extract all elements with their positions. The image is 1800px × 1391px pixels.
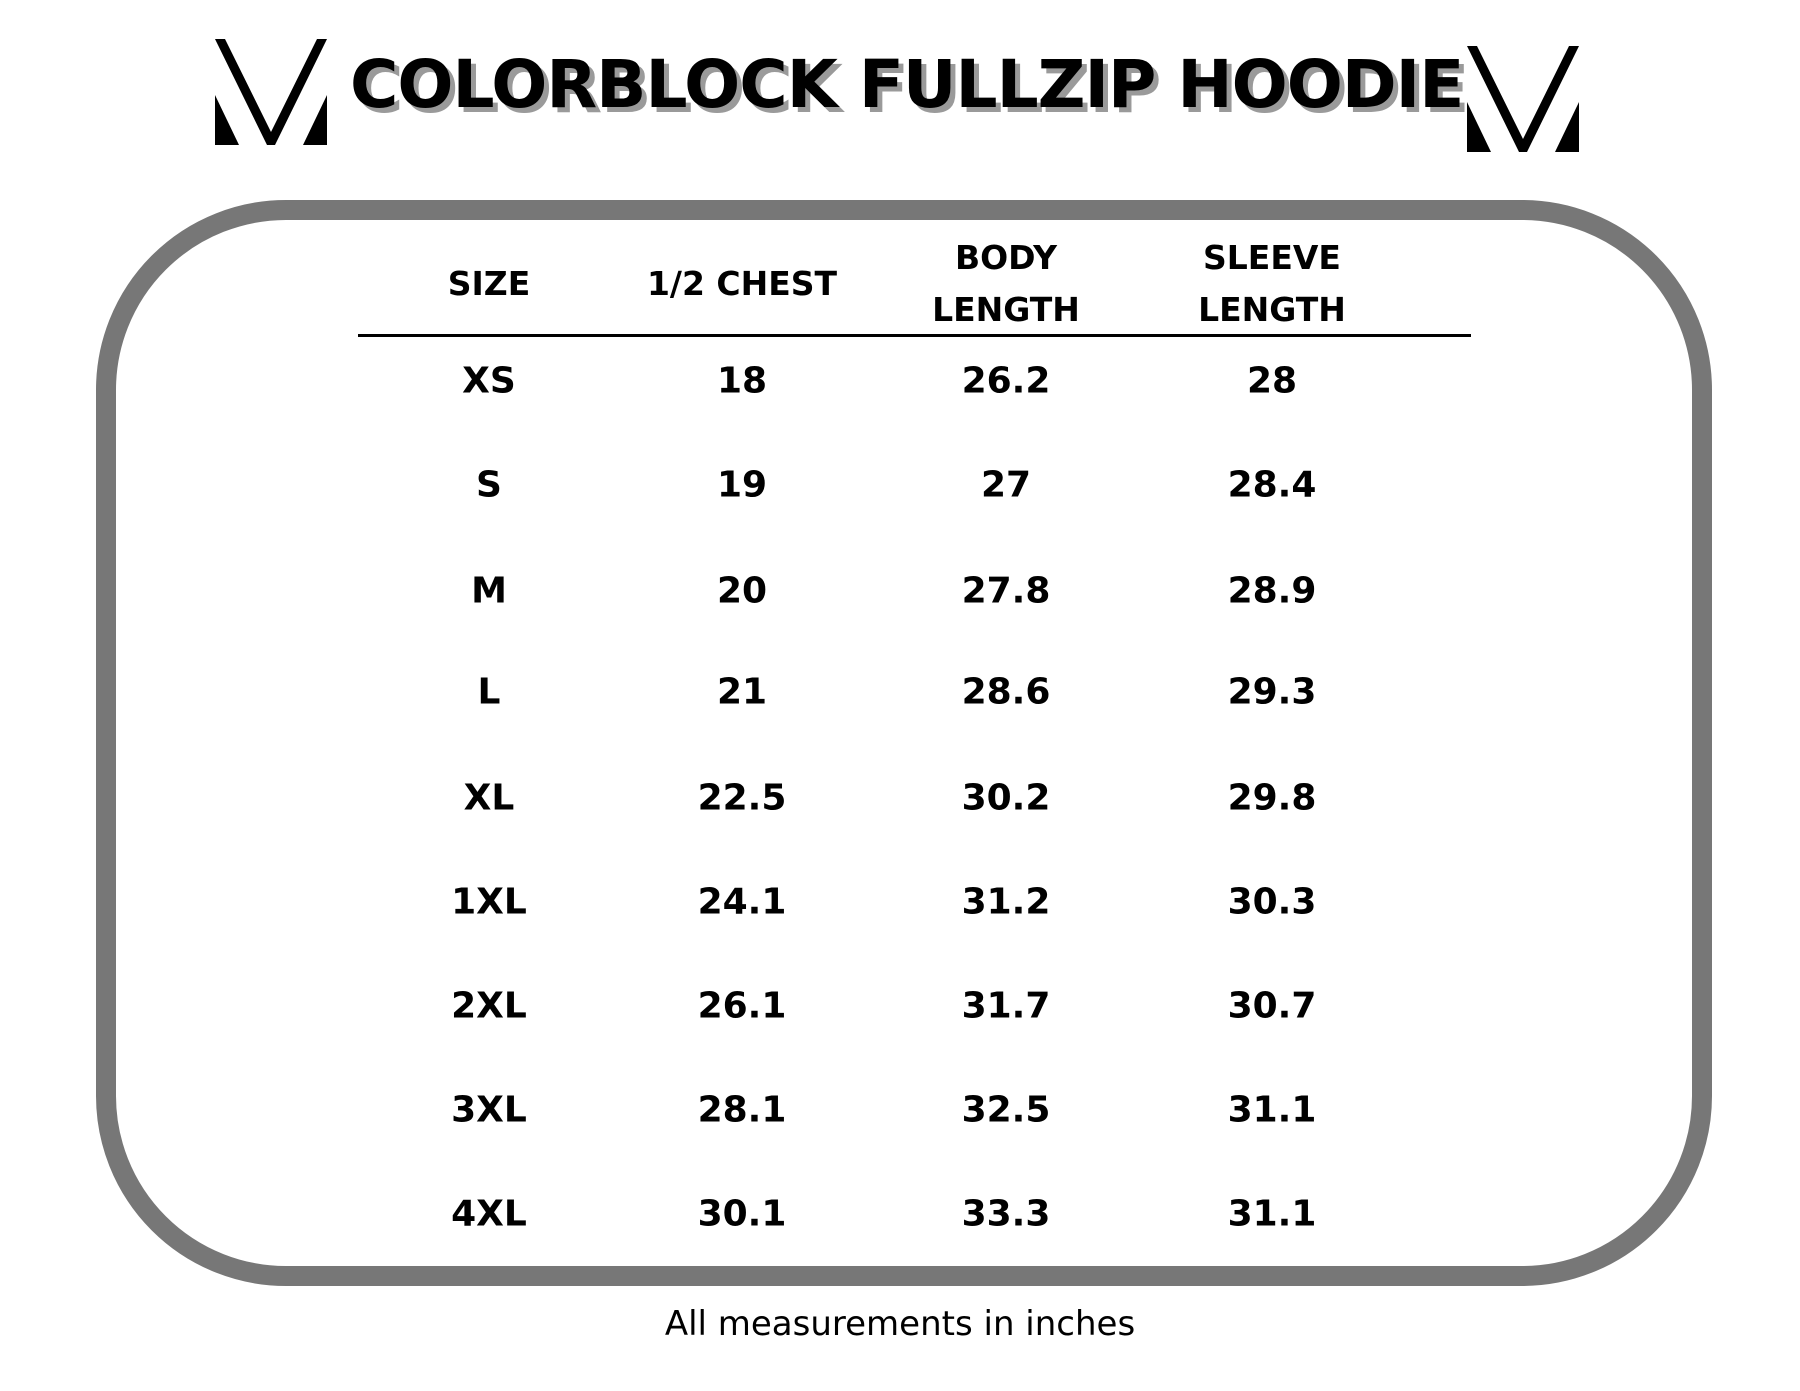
size-chart-frame [96, 200, 1712, 1286]
cell-half-chest: 22.5 [697, 777, 787, 819]
cell-sleeve-length: 28.9 [1227, 570, 1317, 612]
cell-sleeve-length: 28.4 [1227, 464, 1317, 506]
column-header-line: SIZE [447, 264, 531, 303]
cell-half-chest: 26.1 [697, 985, 787, 1027]
cell-sleeve-length: 29.3 [1227, 671, 1317, 713]
cell-half-chest: 21 [716, 671, 768, 713]
column-header-size: SIZE [448, 258, 531, 310]
column-header-line: LENGTH [932, 290, 1080, 329]
cell-body-length: 27 [980, 464, 1032, 506]
column-header-line: SLEEVE [1203, 238, 1341, 277]
column-header-line: LENGTH [1198, 290, 1346, 329]
cell-half-chest: 30.1 [697, 1193, 787, 1235]
brand-logo-right [1467, 46, 1579, 152]
cell-size: XS [462, 360, 516, 402]
cell-body-length: 32.5 [961, 1089, 1051, 1131]
cell-sleeve-length: 30.7 [1227, 985, 1317, 1027]
cell-size: 4XL [451, 1193, 527, 1235]
cell-size: 3XL [451, 1089, 527, 1131]
column-header-half-chest: 1/2 CHEST [647, 258, 837, 310]
cell-body-length: 31.7 [961, 985, 1051, 1027]
column-header-line: 1/2 CHEST [646, 264, 838, 303]
cell-body-length: 33.3 [961, 1193, 1051, 1235]
cell-body-length: 28.6 [961, 671, 1051, 713]
cell-half-chest: 28.1 [697, 1089, 787, 1131]
cell-sleeve-length: 30.3 [1227, 881, 1317, 923]
cell-sleeve-length: 28 [1246, 360, 1298, 402]
page-title: COLORBLOCK FULLZIP HOODIE [350, 46, 1464, 123]
header-divider [358, 334, 1471, 337]
cell-sleeve-length: 31.1 [1227, 1089, 1317, 1131]
cell-size: M [471, 570, 507, 612]
cell-sleeve-length: 29.8 [1227, 777, 1317, 819]
cell-half-chest: 20 [716, 570, 768, 612]
cell-body-length: 30.2 [961, 777, 1051, 819]
cell-half-chest: 24.1 [697, 881, 787, 923]
cell-size: L [477, 671, 501, 713]
column-header-line: BODY [954, 238, 1058, 277]
cell-body-length: 26.2 [961, 360, 1051, 402]
cell-size: 2XL [451, 985, 527, 1027]
column-header-sleeve-length: SLEEVE LENGTH [1198, 232, 1346, 336]
cell-body-length: 31.2 [961, 881, 1051, 923]
cell-body-length: 27.8 [961, 570, 1051, 612]
cell-sleeve-length: 31.1 [1227, 1193, 1317, 1235]
cell-half-chest: 19 [716, 464, 768, 506]
cell-size: S [476, 464, 502, 506]
measurement-note: All measurements in inches [664, 1304, 1136, 1344]
cell-size: 1XL [451, 881, 527, 923]
brand-logo-left [215, 39, 327, 145]
column-header-body-length: BODY LENGTH [932, 232, 1080, 336]
cell-half-chest: 18 [716, 360, 768, 402]
cell-size: XL [463, 777, 515, 819]
